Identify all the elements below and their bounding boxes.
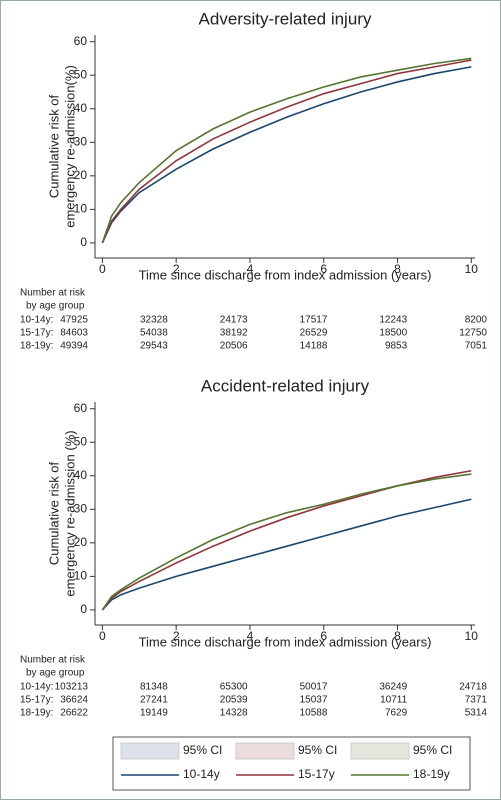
line — [101, 473, 472, 611]
risk-count: 5314 — [465, 708, 488, 719]
risk-count: 49394 — [60, 341, 88, 352]
y-tick-label: 60 — [74, 401, 88, 415]
line — [101, 66, 472, 244]
legend-label: 15-17y — [298, 767, 335, 781]
risk-count: 10711 — [380, 695, 408, 706]
risk-count: 12750 — [459, 328, 487, 339]
risk-count: 14188 — [300, 341, 328, 352]
x-tick-label: 8 — [394, 629, 401, 643]
line — [101, 57, 472, 244]
x-tick-label: 6 — [320, 262, 327, 276]
y-axis-label: emergency re-admission (%) — [62, 430, 77, 596]
risk-count: 27241 — [140, 695, 168, 706]
risk-count: 38192 — [220, 328, 248, 339]
y-axis-label: emergency re-admission(%) — [62, 65, 77, 228]
y-tick-label: 30 — [74, 134, 88, 148]
y-tick-label: 50 — [74, 434, 88, 448]
y-axis-label: Cumulative risk of — [46, 461, 61, 565]
risk-count: 26622 — [60, 708, 88, 719]
risk-count: 24718 — [459, 682, 487, 693]
x-tick-label: 6 — [320, 629, 327, 643]
y-tick-label: 30 — [74, 501, 88, 515]
legend-ci-label: 95% CI — [413, 743, 452, 757]
risk-count: 20539 — [220, 695, 248, 706]
legend-label: 18-19y — [413, 767, 450, 781]
y-axis-label: Cumulative risk of — [46, 94, 61, 198]
risk-row-label: 10-14y: — [20, 315, 53, 326]
x-tick-label: 2 — [173, 629, 180, 643]
risk-count: 54038 — [140, 328, 168, 339]
y-tick-label: 20 — [74, 168, 88, 182]
x-tick-label: 4 — [247, 262, 254, 276]
y-tick-label: 10 — [74, 569, 88, 583]
risk-row-label: 15-17y: — [20, 328, 53, 339]
risk-count: 81348 — [140, 682, 168, 693]
x-tick-label: 0 — [99, 262, 106, 276]
y-tick-label: 0 — [80, 602, 87, 616]
risk-count: 36249 — [379, 682, 407, 693]
chart-title: Accident-related injury — [201, 376, 370, 395]
y-tick-label: 40 — [74, 468, 88, 482]
risk-row-label: 10-14y: — [20, 682, 53, 693]
risk-count: 50017 — [300, 682, 328, 693]
x-axis-label: Time since discharge from index admissio… — [139, 267, 432, 282]
risk-count: 7629 — [385, 708, 408, 719]
risk-count: 29543 — [140, 341, 168, 352]
risk-table-subtitle: by age group — [26, 668, 85, 679]
x-tick-label: 10 — [465, 629, 479, 643]
y-tick-label: 40 — [74, 101, 88, 115]
x-tick-label: 2 — [173, 262, 180, 276]
legend-ci-swatch — [235, 742, 295, 760]
risk-count: 7051 — [465, 341, 488, 352]
risk-count: 10588 — [300, 708, 328, 719]
risk-count: 65300 — [220, 682, 248, 693]
risk-row-label: 15-17y: — [20, 695, 53, 706]
risk-count: 9853 — [385, 341, 408, 352]
risk-count: 103213 — [55, 682, 89, 693]
risk-table-subtitle: by age group — [26, 301, 85, 312]
risk-table-title: Number at risk — [20, 655, 86, 666]
risk-count: 18500 — [379, 328, 407, 339]
risk-count: 84603 — [60, 328, 88, 339]
x-axis-label: Time since discharge from index admissio… — [139, 634, 432, 649]
legend-ci-swatch — [350, 742, 410, 760]
risk-count: 8200 — [465, 315, 488, 326]
y-tick-label: 10 — [74, 202, 88, 216]
risk-count: 12243 — [379, 315, 407, 326]
x-tick-label: 10 — [465, 262, 479, 276]
risk-count: 47925 — [60, 315, 88, 326]
legend-ci-label: 95% CI — [183, 743, 222, 757]
line — [101, 59, 472, 244]
y-tick-label: 60 — [74, 34, 88, 48]
risk-count: 7371 — [465, 695, 488, 706]
risk-count: 24173 — [220, 315, 248, 326]
risk-row-label: 18-19y: — [20, 341, 53, 352]
y-tick-label: 20 — [74, 535, 88, 549]
risk-count: 32328 — [140, 315, 168, 326]
risk-count: 20506 — [220, 341, 248, 352]
x-tick-label: 0 — [99, 629, 106, 643]
legend-label: 10-14y — [183, 767, 220, 781]
line — [101, 498, 472, 611]
risk-count: 15037 — [300, 695, 328, 706]
y-tick-label: 50 — [74, 67, 88, 81]
risk-count: 17517 — [300, 315, 328, 326]
risk-row-label: 18-19y: — [20, 708, 53, 719]
y-tick-label: 0 — [80, 235, 87, 249]
chart-title: Adversity-related injury — [199, 9, 372, 28]
x-tick-label: 4 — [247, 629, 254, 643]
legend-ci-label: 95% CI — [298, 743, 337, 757]
risk-count: 19149 — [140, 708, 168, 719]
risk-table-title: Number at risk — [20, 288, 86, 299]
legend-ci-swatch — [120, 742, 180, 760]
risk-count: 14328 — [220, 708, 248, 719]
risk-count: 36624 — [60, 695, 88, 706]
x-tick-label: 8 — [394, 262, 401, 276]
risk-count: 26529 — [300, 328, 328, 339]
